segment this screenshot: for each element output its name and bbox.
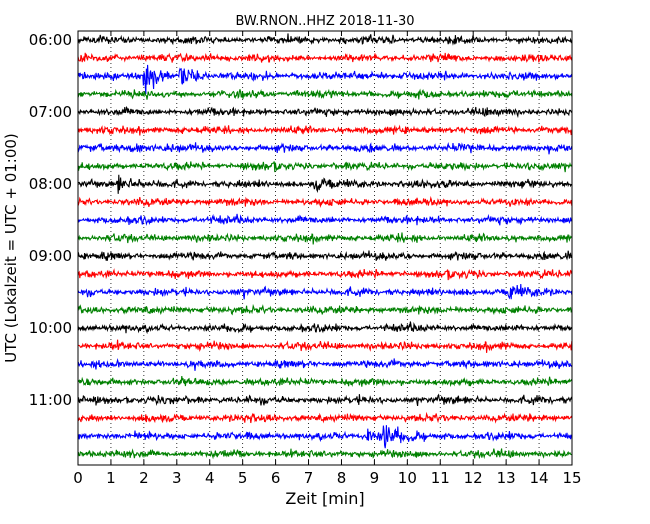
x-tick-label: 13 <box>497 469 516 487</box>
seismic-trace <box>77 124 573 136</box>
seismic-trace <box>77 425 573 449</box>
seismic-trace <box>77 33 573 46</box>
seismic-trace <box>77 232 573 245</box>
seismic-trace <box>77 376 573 388</box>
seismic-trace <box>77 283 573 300</box>
seismic-trace <box>77 64 573 95</box>
x-axis-label: Zeit [min] <box>285 489 364 508</box>
x-tick-label: 0 <box>73 469 83 487</box>
seismic-trace <box>77 88 573 100</box>
chart-title: BW.RNON..HHZ 2018-11-30 <box>235 14 414 29</box>
seismic-trace <box>77 339 573 353</box>
seismic-trace <box>77 250 573 261</box>
x-tick-label: 9 <box>370 469 380 487</box>
seismic-trace <box>77 321 573 335</box>
y-tick-label: 10:00 <box>29 319 72 337</box>
seismic-trace <box>77 268 573 281</box>
trace-layer <box>77 33 573 460</box>
seismic-trace <box>77 105 573 119</box>
x-tick-label: 10 <box>398 469 417 487</box>
x-tick-label: 2 <box>139 469 149 487</box>
grid-layer <box>110 31 540 465</box>
y-tick-label: 06:00 <box>29 31 72 49</box>
x-tick-label: 4 <box>205 469 215 487</box>
seismic-trace <box>77 52 573 63</box>
x-tick-label: 3 <box>172 469 182 487</box>
seismic-trace <box>77 141 573 155</box>
seismic-trace <box>77 393 573 407</box>
y-tick-label: 11:00 <box>29 391 72 409</box>
seismic-trace <box>77 448 572 460</box>
y-tick-label: 09:00 <box>29 247 72 265</box>
x-tick-label: 6 <box>271 469 281 487</box>
plot-frame <box>77 30 573 466</box>
y-tick-label: 08:00 <box>29 175 72 193</box>
seismic-trace <box>77 161 573 173</box>
seismic-trace <box>77 213 572 226</box>
x-tick-label: 7 <box>304 469 314 487</box>
x-tick-label: 1 <box>106 469 116 487</box>
seismic-trace <box>77 411 573 424</box>
y-tick-label: 07:00 <box>29 103 72 121</box>
x-tick-label: 8 <box>337 469 347 487</box>
x-tick-label: 12 <box>464 469 483 487</box>
seismic-trace <box>77 303 573 316</box>
seismic-trace <box>78 174 572 194</box>
x-tick-label: 15 <box>562 469 581 487</box>
y-axis-label: UTC (Lokalzeit = UTC + 01:00) <box>2 133 20 363</box>
x-tick-label: 11 <box>431 469 450 487</box>
x-tick-label: 5 <box>238 469 248 487</box>
seismic-trace <box>77 358 573 371</box>
seismic-trace <box>77 195 573 208</box>
tick-layer: 0 1 2 3 4 5 6 7 8 9 10 11 12 13 14 1506:0007:0008:0009:… <box>29 31 582 487</box>
x-tick-label: 14 <box>530 469 549 487</box>
